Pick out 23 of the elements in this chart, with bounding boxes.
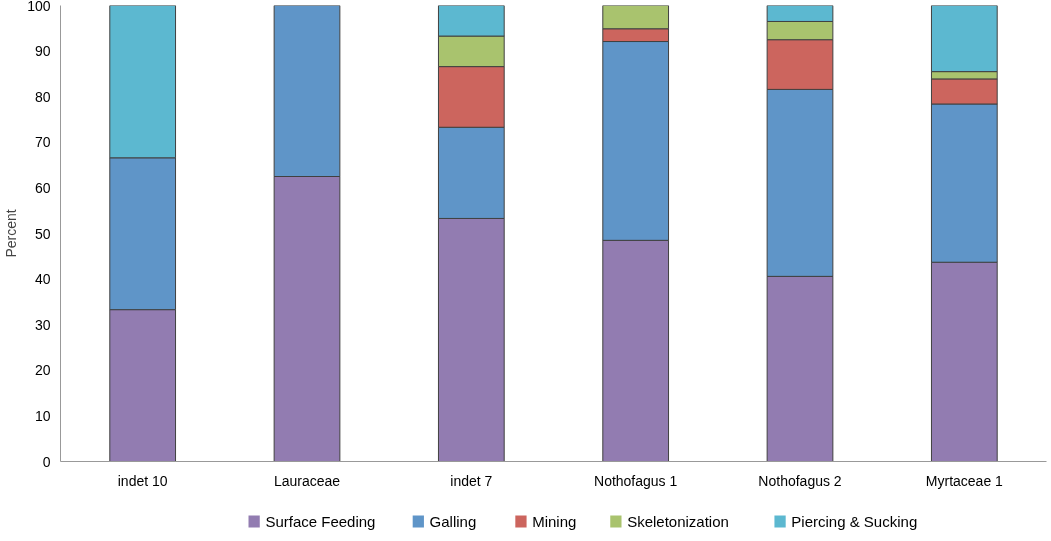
x-tick-label: Myrtaceae 1 xyxy=(925,472,1004,489)
legend-label: Surface Feeding xyxy=(265,513,376,530)
x-tick-label: Lauraceae xyxy=(273,472,341,489)
y-tick-label: 30 xyxy=(34,316,51,333)
x-tick-label: Nothofagus 2 xyxy=(758,472,842,489)
y-axis-title: Percent xyxy=(3,209,20,258)
y-tick-label: 70 xyxy=(34,134,51,151)
y-tick-label: 90 xyxy=(34,43,51,60)
y-tick-label: 0 xyxy=(42,453,51,470)
y-tick-label: 100 xyxy=(27,0,51,14)
x-tick-label: indet 10 xyxy=(117,472,168,489)
legend-label: Mining xyxy=(532,513,577,530)
y-tick-label: 80 xyxy=(34,88,51,105)
y-tick-label: 50 xyxy=(34,225,51,242)
legend-label: Piercing & Sucking xyxy=(791,513,918,530)
legend-label: Galling xyxy=(429,513,477,530)
legend-label: Skeletonization xyxy=(627,513,729,530)
y-tick-label: 20 xyxy=(34,362,51,379)
y-tick-label: 60 xyxy=(34,179,51,196)
x-tick-label: Nothofagus 1 xyxy=(594,472,678,489)
x-tick-label: indet 7 xyxy=(450,472,493,489)
y-tick-label: 10 xyxy=(34,407,51,424)
y-tick-label: 40 xyxy=(34,271,51,288)
